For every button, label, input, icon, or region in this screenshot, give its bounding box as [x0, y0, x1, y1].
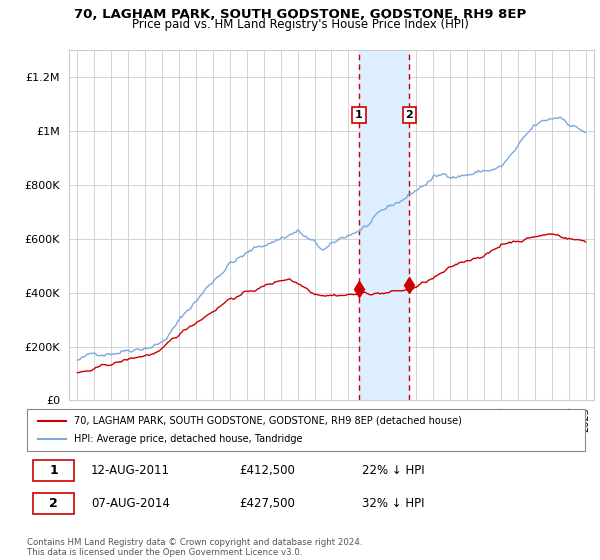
Text: 1: 1: [355, 110, 363, 120]
Text: 32% ↓ HPI: 32% ↓ HPI: [362, 497, 424, 510]
FancyBboxPatch shape: [27, 409, 585, 451]
FancyBboxPatch shape: [32, 493, 74, 514]
Text: 07-AUG-2014: 07-AUG-2014: [91, 497, 170, 510]
Text: 2: 2: [406, 110, 413, 120]
FancyBboxPatch shape: [32, 460, 74, 481]
Text: HPI: Average price, detached house, Tandridge: HPI: Average price, detached house, Tand…: [74, 434, 303, 444]
Bar: [359, 50, 409, 400]
Text: 1: 1: [49, 464, 58, 477]
Text: 2: 2: [49, 497, 58, 510]
Text: Price paid vs. HM Land Registry's House Price Index (HPI): Price paid vs. HM Land Registry's House …: [131, 18, 469, 31]
Text: £412,500: £412,500: [239, 464, 295, 477]
Text: 70, LAGHAM PARK, SOUTH GODSTONE, GODSTONE, RH9 8EP: 70, LAGHAM PARK, SOUTH GODSTONE, GODSTON…: [74, 8, 526, 21]
Text: £427,500: £427,500: [239, 497, 295, 510]
Text: 70, LAGHAM PARK, SOUTH GODSTONE, GODSTONE, RH9 8EP (detached house): 70, LAGHAM PARK, SOUTH GODSTONE, GODSTON…: [74, 416, 463, 426]
Text: 12-AUG-2011: 12-AUG-2011: [91, 464, 170, 477]
Text: Contains HM Land Registry data © Crown copyright and database right 2024.
This d: Contains HM Land Registry data © Crown c…: [27, 538, 362, 557]
Text: 22% ↓ HPI: 22% ↓ HPI: [362, 464, 424, 477]
